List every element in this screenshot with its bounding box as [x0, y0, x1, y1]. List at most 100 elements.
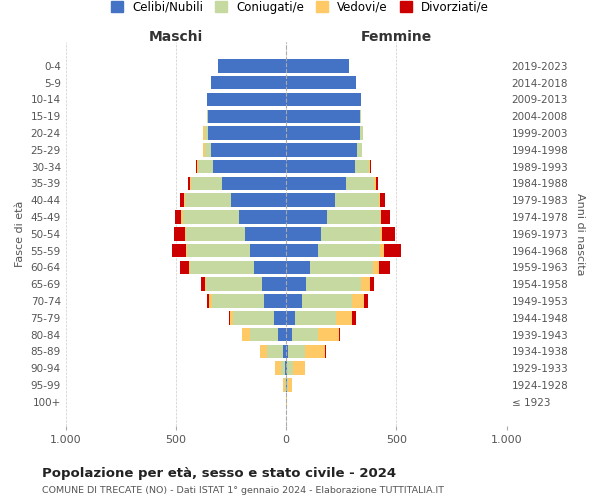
Bar — [286, 278, 306, 291]
Bar — [376, 176, 378, 190]
Bar — [190, 176, 191, 190]
Bar — [360, 110, 361, 123]
Bar — [369, 160, 370, 173]
Bar — [306, 278, 361, 291]
Bar — [287, 378, 288, 392]
Bar — [245, 227, 286, 240]
Bar — [274, 311, 286, 324]
Bar — [233, 311, 274, 324]
Bar — [286, 395, 287, 408]
Bar — [175, 210, 181, 224]
Bar — [186, 244, 187, 258]
Bar — [287, 362, 293, 375]
Bar — [302, 294, 352, 308]
Bar — [318, 244, 380, 258]
Bar — [207, 92, 286, 106]
Bar — [286, 328, 292, 342]
Bar — [264, 294, 286, 308]
Bar — [289, 344, 305, 358]
Bar — [286, 176, 346, 190]
Bar — [196, 160, 197, 173]
Bar — [325, 344, 326, 358]
Bar — [174, 227, 185, 240]
Bar — [286, 76, 356, 90]
Bar — [211, 143, 286, 156]
Bar — [181, 194, 184, 207]
Bar — [286, 59, 349, 72]
Bar — [188, 176, 190, 190]
Bar — [292, 328, 318, 342]
Bar — [355, 160, 369, 173]
Bar — [286, 210, 327, 224]
Bar — [242, 328, 250, 342]
Bar — [214, 160, 286, 173]
Bar — [211, 76, 286, 90]
Bar — [262, 278, 286, 291]
Bar — [239, 210, 286, 224]
Bar — [381, 210, 390, 224]
Bar — [207, 110, 208, 123]
Bar — [380, 227, 382, 240]
Bar — [336, 311, 352, 324]
Bar — [357, 143, 362, 156]
Bar — [205, 143, 211, 156]
Y-axis label: Anni di nascita: Anni di nascita — [575, 192, 585, 275]
Text: COMUNE DI TRECATE (NO) - Dati ISTAT 1° gennaio 2024 - Elaborazione TUTTITALIA.IT: COMUNE DI TRECATE (NO) - Dati ISTAT 1° g… — [42, 486, 444, 495]
Bar — [379, 260, 390, 274]
Bar — [286, 362, 287, 375]
Y-axis label: Fasce di età: Fasce di età — [15, 200, 25, 267]
Bar — [380, 244, 385, 258]
Bar — [186, 227, 245, 240]
Bar — [205, 126, 208, 140]
Bar — [190, 260, 254, 274]
Bar — [346, 176, 374, 190]
Bar — [203, 143, 205, 156]
Bar — [208, 126, 286, 140]
Bar — [185, 194, 231, 207]
Bar — [218, 59, 286, 72]
Bar — [335, 194, 379, 207]
Bar — [339, 328, 340, 342]
Text: Maschi: Maschi — [149, 30, 203, 44]
Bar — [305, 344, 325, 358]
Bar — [184, 194, 185, 207]
Bar — [352, 311, 356, 324]
Bar — [278, 328, 286, 342]
Bar — [185, 227, 186, 240]
Bar — [286, 260, 310, 274]
Bar — [310, 260, 373, 274]
Bar — [250, 244, 286, 258]
Bar — [286, 143, 357, 156]
Bar — [208, 110, 286, 123]
Bar — [379, 194, 380, 207]
Bar — [288, 378, 292, 392]
Bar — [209, 294, 212, 308]
Bar — [364, 294, 368, 308]
Bar — [206, 278, 262, 291]
Bar — [286, 126, 360, 140]
Bar — [295, 311, 336, 324]
Bar — [352, 294, 364, 308]
Bar — [281, 362, 285, 375]
Bar — [205, 278, 206, 291]
Bar — [286, 244, 318, 258]
Bar — [203, 126, 205, 140]
Bar — [254, 260, 286, 274]
Bar — [230, 311, 233, 324]
Bar — [385, 244, 401, 258]
Bar — [275, 362, 281, 375]
Bar — [182, 210, 239, 224]
Bar — [293, 362, 305, 375]
Bar — [286, 344, 289, 358]
Bar — [212, 294, 264, 308]
Text: Femmine: Femmine — [361, 30, 432, 44]
Bar — [191, 176, 222, 190]
Bar — [380, 210, 381, 224]
Bar — [181, 210, 182, 224]
Bar — [374, 176, 376, 190]
Bar — [231, 194, 286, 207]
Text: Popolazione per età, sesso e stato civile - 2024: Popolazione per età, sesso e stato civil… — [42, 467, 396, 480]
Bar — [373, 260, 379, 274]
Bar — [181, 260, 189, 274]
Bar — [283, 344, 286, 358]
